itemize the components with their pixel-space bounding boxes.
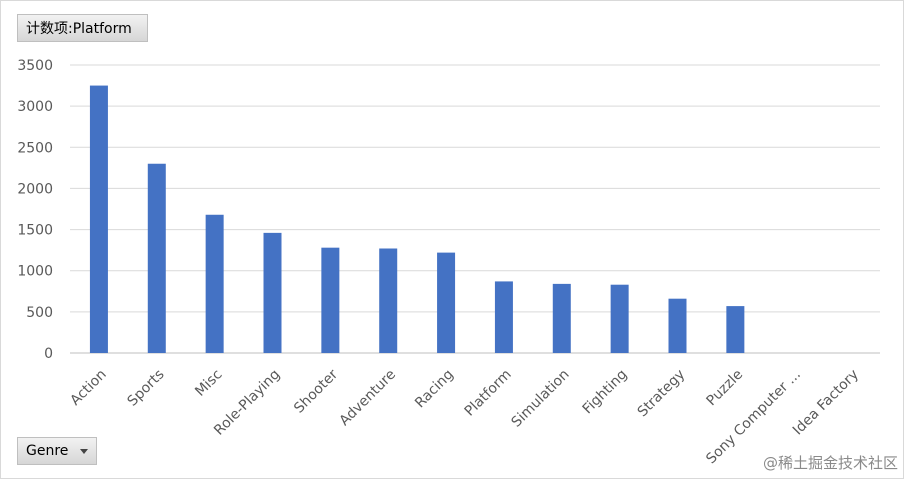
- y-tick-label: 3500: [17, 58, 53, 74]
- x-tick-label: Sports: [125, 367, 168, 410]
- value-field-button[interactable]: 计数项:Platform: [17, 14, 148, 42]
- bar: [205, 214, 224, 353]
- genre-field-label: Genre: [26, 443, 69, 459]
- bar: [494, 281, 513, 353]
- bar: [552, 283, 571, 353]
- x-tick-label: Adventure: [337, 367, 400, 430]
- dropdown-arrow-icon[interactable]: [80, 448, 88, 454]
- bar: [726, 306, 745, 353]
- x-tick-label: Simulation: [509, 367, 573, 431]
- bar: [437, 252, 456, 353]
- bar: [89, 85, 108, 354]
- bar: [263, 232, 282, 353]
- bar: [147, 163, 166, 353]
- value-field-label: 计数项:Platform: [26, 21, 132, 37]
- x-tick-label: Platform: [462, 367, 515, 420]
- x-tick-label: Shooter: [291, 366, 341, 416]
- bar: [321, 247, 340, 353]
- x-tick-label: Puzzle: [704, 367, 747, 410]
- y-tick-label: 1500: [17, 223, 53, 239]
- bar: [668, 298, 687, 353]
- x-tick-label: Racing: [412, 367, 457, 412]
- y-tick-label: 2500: [17, 140, 53, 156]
- x-tick-label: Misc: [192, 367, 225, 400]
- x-tick-label: Strategy: [635, 367, 689, 421]
- bar: [379, 248, 398, 353]
- y-tick-label: 1000: [17, 264, 53, 280]
- x-tick-label: Fighting: [580, 367, 631, 418]
- y-tick-label: 2000: [17, 181, 53, 197]
- y-tick-label: 0: [44, 346, 53, 362]
- x-tick-label: Action: [67, 367, 109, 409]
- y-tick-label: 3000: [17, 99, 53, 115]
- y-tick-label: 500: [26, 305, 53, 321]
- genre-field-dropdown[interactable]: Genre: [17, 437, 97, 465]
- watermark: @稀土掘金技术社区: [762, 454, 898, 472]
- bar: [610, 284, 629, 353]
